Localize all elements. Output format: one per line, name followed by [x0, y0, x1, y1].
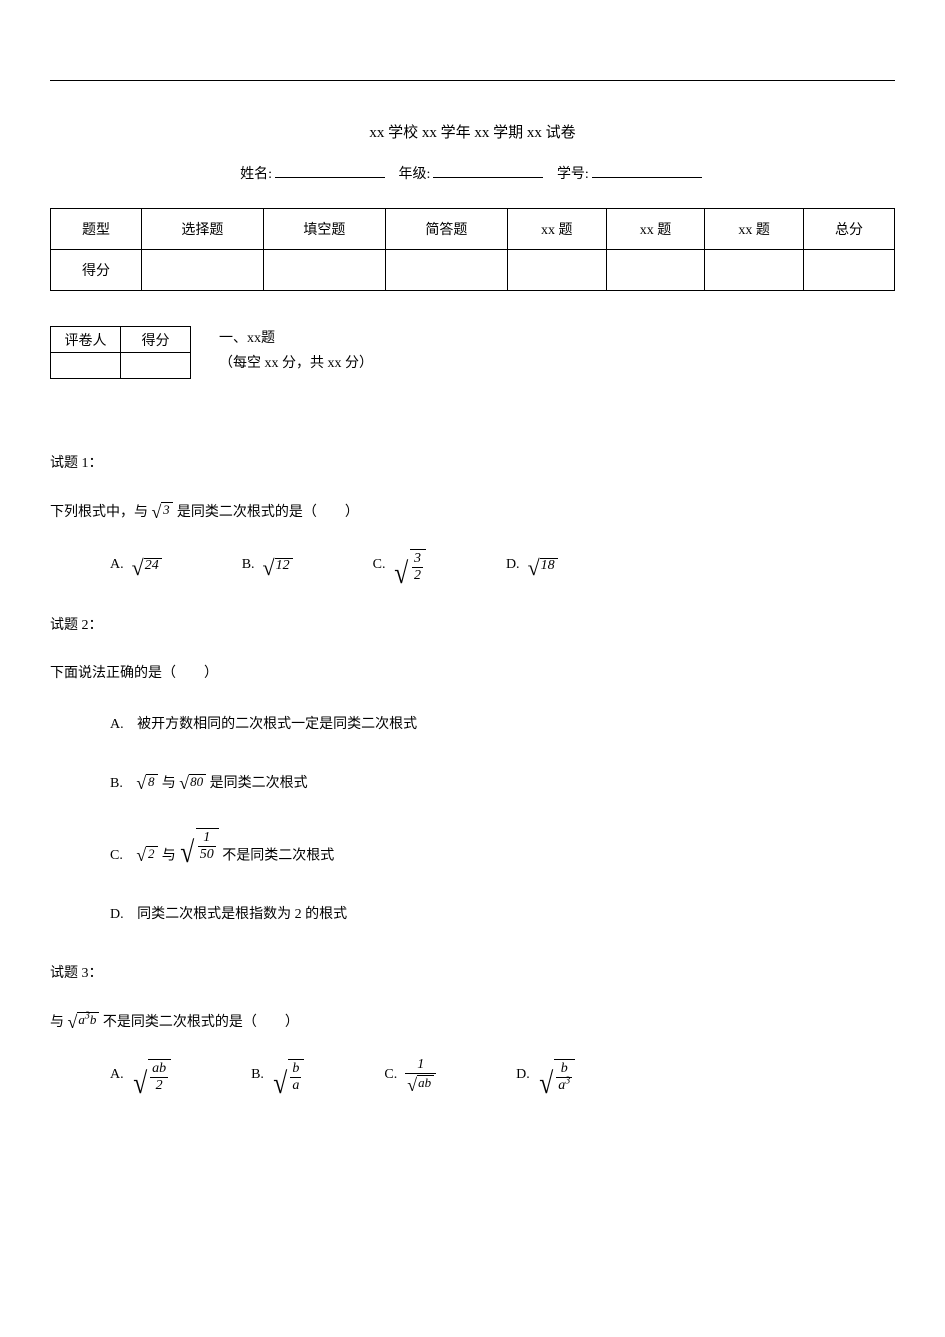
section-sub: （每空 xx 分，共 xx 分） [219, 351, 373, 376]
score-header-cell: 简答题 [385, 209, 507, 250]
option-letter: A. [110, 550, 124, 581]
score-header-cell: xx 题 [705, 209, 804, 250]
option-text: 同类二次根式是根指数为 2 的根式 [137, 907, 347, 922]
q3-option-a[interactable]: A. √ ab2 [110, 1059, 171, 1093]
sqrt-icon: √2 [136, 846, 158, 860]
sqrt-icon: √12 [263, 558, 293, 573]
q2-option-a[interactable]: A. 被开方数相同的二次根式一定是同类二次根式 [110, 710, 895, 741]
option-letter: D. [506, 550, 520, 581]
question-2: 试题 2： 下面说法正确的是（ ） A. 被开方数相同的二次根式一定是同类二次根… [50, 611, 895, 931]
id-label: 学号: [557, 167, 589, 182]
frac-icon: 1 √ab [405, 1058, 436, 1092]
q2-prompt: 下面说法正确的是（ ） [50, 659, 895, 690]
option-letter: C. [110, 848, 123, 863]
q2-option-c[interactable]: C. √2 与 √ 150 不是同类二次根式 [110, 828, 895, 872]
sqrt-icon: √18 [528, 558, 558, 573]
q1-options: A. √24 B. √12 C. √ 32 D. √18 [50, 549, 895, 583]
q3-prompt-pre: 与 [50, 1015, 64, 1030]
option-tail: 是同类二次根式 [210, 776, 308, 791]
q1-label: 试题 1： [50, 449, 895, 480]
grade-label: 年级: [399, 167, 431, 182]
q1-option-b[interactable]: B. √12 [242, 550, 293, 581]
sqrt-3-icon: √3 [152, 502, 174, 516]
q3-prompt: 与 √a3b 不是同类二次根式的是（ ） [50, 1008, 895, 1039]
score-header-cell: 选择题 [141, 209, 263, 250]
name-blank[interactable] [275, 162, 385, 178]
option-letter: B. [110, 776, 123, 791]
score-cell[interactable] [804, 250, 895, 291]
option-letter: B. [242, 550, 255, 581]
q2-option-d[interactable]: D. 同类二次根式是根指数为 2 的根式 [110, 900, 895, 931]
option-letter: D. [110, 907, 124, 922]
q1-prompt: 下列根式中，与 √3 是同类二次根式的是（ ） [50, 498, 895, 529]
q2-prompt-text: 下面说法正确的是（ [50, 666, 176, 681]
q3-option-d[interactable]: D. √ b a3 [516, 1059, 575, 1093]
student-info-line: 姓名: 年级: 学号: [50, 162, 895, 183]
grader-table: 评卷人 得分 [50, 326, 191, 379]
score-header-cell: xx 题 [606, 209, 705, 250]
sqrt-icon: √80 [179, 774, 206, 788]
option-letter: B. [251, 1060, 264, 1091]
q3-options: A. √ ab2 B. √ ba C. [50, 1058, 895, 1092]
sqrt-frac-icon: √ 150 [179, 828, 218, 862]
question-1: 试题 1： 下列根式中，与 √3 是同类二次根式的是（ ） A. √24 B. … [50, 449, 895, 583]
q3-prompt-post: 不是同类二次根式的是（ [103, 1015, 257, 1030]
score-table: 题型 选择题 填空题 简答题 xx 题 xx 题 xx 题 总分 得分 [50, 208, 895, 291]
sqrt-frac-icon: √ b a3 [538, 1059, 575, 1093]
q3-option-b[interactable]: B. √ ba [251, 1059, 304, 1093]
q1-prompt-post: 是同类二次根式的是（ [177, 505, 317, 520]
grader-score-cell[interactable] [121, 353, 191, 379]
q3-label: 试题 3： [50, 959, 895, 990]
score-cell[interactable] [263, 250, 385, 291]
q3-option-c[interactable]: C. 1 √ab [384, 1058, 436, 1092]
q1-option-c[interactable]: C. √ 32 [373, 549, 426, 583]
sqrt-frac-icon: √ ba [272, 1059, 304, 1093]
option-letter: C. [373, 550, 386, 581]
score-cell[interactable] [141, 250, 263, 291]
q1-prompt-close: ） [345, 505, 359, 520]
q1-option-a[interactable]: A. √24 [110, 550, 162, 581]
sqrt-frac-icon: √ 32 [393, 549, 425, 583]
score-cell[interactable] [385, 250, 507, 291]
score-cell[interactable] [507, 250, 606, 291]
option-mid: 与 [162, 848, 176, 863]
q2-prompt-close: ） [204, 666, 218, 681]
option-text: 被开方数相同的二次根式一定是同类二次根式 [137, 717, 417, 732]
section-heading: 一、xx题 [219, 326, 373, 351]
score-header-cell: 填空题 [263, 209, 385, 250]
q1-option-d[interactable]: D. √18 [506, 550, 558, 581]
score-table-header-row: 题型 选择题 填空题 简答题 xx 题 xx 题 xx 题 总分 [51, 209, 895, 250]
grade-blank[interactable] [433, 162, 543, 178]
score-cell[interactable] [606, 250, 705, 291]
id-blank[interactable] [592, 162, 702, 178]
option-letter: D. [516, 1060, 530, 1091]
sqrt-a3b-icon: √a3b [68, 1012, 100, 1026]
grader-score-label: 得分 [121, 327, 191, 353]
score-header-cell: 题型 [51, 209, 142, 250]
option-letter: A. [110, 1060, 124, 1091]
score-cell[interactable] [705, 250, 804, 291]
option-mid: 与 [162, 776, 176, 791]
sqrt-frac-icon: √ ab2 [132, 1059, 171, 1093]
q3-prompt-close: ） [285, 1015, 299, 1030]
sqrt-icon: √24 [132, 558, 162, 573]
name-label: 姓名: [240, 167, 272, 182]
score-table-value-row: 得分 [51, 250, 895, 291]
q2-label: 试题 2： [50, 611, 895, 642]
exam-title: xx 学校 xx 学年 xx 学期 xx 试卷 [50, 121, 895, 142]
score-header-cell: 总分 [804, 209, 895, 250]
q1-prompt-pre: 下列根式中，与 [50, 505, 148, 520]
q2-option-b[interactable]: B. √8 与 √80 是同类二次根式 [110, 769, 895, 800]
sqrt-icon: √8 [136, 774, 158, 788]
option-letter: C. [384, 1060, 397, 1091]
grader-name-cell[interactable] [51, 353, 121, 379]
score-row-label: 得分 [51, 250, 142, 291]
grader-label: 评卷人 [51, 327, 121, 353]
sqrt-icon: √ab [407, 1075, 434, 1089]
option-letter: A. [110, 717, 124, 732]
question-3: 试题 3： 与 √a3b 不是同类二次根式的是（ ） A. √ ab2 B. √ [50, 959, 895, 1093]
score-header-cell: xx 题 [507, 209, 606, 250]
option-tail: 不是同类二次根式 [222, 848, 334, 863]
